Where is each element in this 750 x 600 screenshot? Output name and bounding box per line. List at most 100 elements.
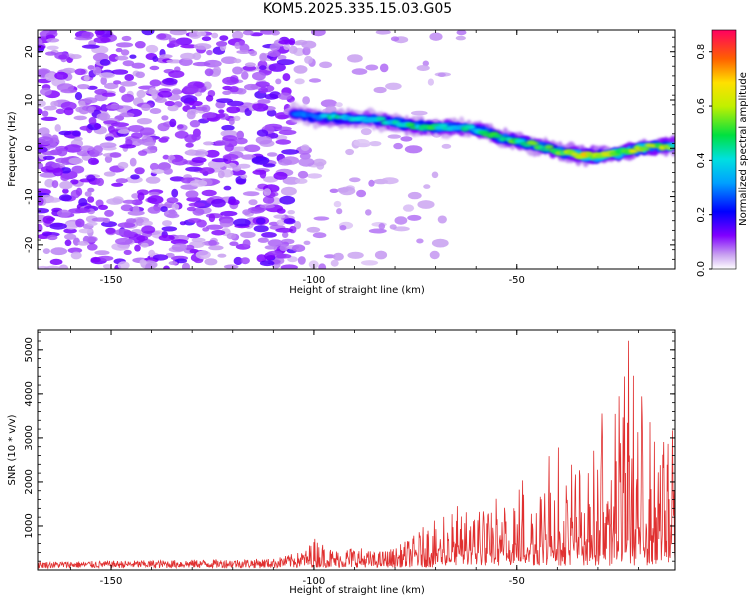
spectrogram-noise-blob: [369, 141, 382, 147]
spectrogram-noise-blob: [298, 157, 315, 167]
spectrogram-noise-blob: [134, 244, 141, 252]
spectrogram-noise-blob: [437, 215, 447, 224]
spectrogram-noise-blob: [249, 50, 258, 57]
spectrogram-noise-blob: [259, 260, 275, 267]
spectrogram-noise-blob: [136, 118, 152, 125]
spectrogram-noise-blob: [66, 56, 73, 64]
spectrogram-noise-blob: [416, 238, 424, 244]
spectrogram-noise-blob: [195, 250, 211, 260]
spectrogram-noise-blob: [115, 178, 128, 184]
spectrogram-noise-blob: [111, 182, 124, 187]
spectrogram-noise-blob: [251, 156, 270, 165]
spectrogram-noise-blob: [217, 253, 227, 258]
spectrogram-noise-blob: [163, 265, 170, 269]
spectrogram-noise-blob: [417, 200, 435, 209]
spectrogram-noise-blob: [68, 157, 84, 165]
spectrogram-noise-blob: [192, 61, 211, 67]
spectrogram-noise-blob: [226, 232, 237, 240]
spectrogram-noise-blob: [278, 39, 295, 45]
spectrogram-noise-blob: [242, 191, 260, 197]
x-tick-label: -150: [100, 576, 123, 587]
spectrogram-noise-blob: [77, 84, 90, 90]
spectrogram-noise-blob: [148, 87, 157, 95]
spectrogram-noise-blob: [162, 154, 170, 160]
spectrogram-noise-blob: [60, 174, 70, 181]
spectrogram-noise-blob: [283, 218, 296, 225]
spectrogram-noise-blob: [151, 169, 165, 174]
spectrogram-noise-blob: [141, 30, 155, 36]
spectrogram-noise-blob: [44, 72, 58, 82]
spectrogram-noise-blob: [199, 167, 215, 175]
spectrogram-noise-blob: [236, 50, 252, 54]
spectrogram-noise-blob: [182, 84, 199, 94]
spectrogram-noise-blob: [38, 108, 43, 115]
spectrogram-noise-blob: [104, 209, 114, 217]
spectrogram-noise-blob: [385, 82, 402, 91]
spectrogram-noise-blob: [187, 218, 202, 223]
spectrogram-noise-blob: [40, 87, 52, 96]
spectrogram-noise-blob: [330, 259, 339, 267]
spectrogram-noise-blob: [54, 124, 61, 132]
spectrogram-noise-blob: [256, 129, 269, 137]
spectrogram-noise-blob: [402, 204, 415, 212]
spectrogram-noise-blob: [320, 99, 337, 108]
spectrogram-noise-blob: [360, 260, 379, 266]
spectrogram-noise-blob: [179, 58, 193, 66]
spectrogram-noise-blob: [152, 56, 159, 62]
spectrogram-noise-blob: [431, 171, 439, 179]
spectrogram-noise-blob: [266, 152, 278, 157]
spectrogram-noise-blob: [455, 35, 466, 41]
spectrogram-noise-blob: [212, 66, 222, 75]
spectrogram-noise-blob: [268, 221, 279, 226]
spectrogram-noise-blob: [87, 243, 98, 251]
spectrogram-noise-blob: [101, 92, 116, 97]
spectrogram-noise-blob: [38, 162, 44, 170]
spectrogram-noise-blob: [158, 234, 175, 242]
spectrogram-noise-blob: [63, 228, 77, 234]
spectrogram-noise-blob: [154, 97, 167, 103]
spectrogram-noise-blob: [336, 208, 343, 215]
spectrogram-noise-blob: [214, 61, 222, 66]
spectrogram-noise-blob: [49, 258, 63, 265]
spectrogram-noise-blob: [100, 76, 107, 86]
spectrogram-noise-blob: [347, 54, 363, 63]
spectrogram-noise-blob: [106, 198, 123, 205]
spectrogram-noise-blob: [281, 149, 299, 155]
spectrogram-noise-blob: [83, 75, 90, 82]
colorbar-tick-label: 0.2: [696, 207, 707, 223]
spectrogram-noise-blob: [208, 213, 216, 223]
spectrogram-signal-cell: [638, 146, 650, 151]
spectrogram-noise-blob: [177, 124, 184, 129]
spectrogram-noise-blob: [117, 222, 136, 228]
spectrogram-noise-blob: [264, 245, 277, 250]
spectrogram-noise-blob: [59, 194, 72, 202]
x-tick-label: -100: [303, 576, 326, 587]
spectrogram-noise-blob: [251, 207, 267, 212]
spectrogram-noise-blob: [280, 264, 298, 269]
spectrogram-signal-cell: [668, 143, 675, 148]
spectrogram-noise-blob: [267, 250, 283, 256]
x-tick-label: -100: [303, 275, 326, 286]
spectrogram-noise-blob: [277, 54, 287, 61]
spectrogram-noise-blob: [380, 177, 399, 185]
spectrogram-noise-blob: [349, 177, 361, 183]
spectrogram-noise-blob: [132, 205, 140, 215]
spectrogram-noise-blob: [56, 83, 74, 92]
spectrogram-noise-blob: [139, 127, 155, 136]
spectrogram-noise-blob: [164, 100, 175, 107]
spectrogram-ticks: -150 -100 -50 20 10 0 -10 -20: [24, 30, 675, 286]
spectrogram-noise-blob: [211, 32, 219, 39]
spectrogram-noise-blob: [368, 228, 387, 234]
spectrogram-noise-blob: [202, 112, 217, 119]
spectrogram-noise-blob: [83, 97, 98, 104]
spectrogram-noise-blob: [227, 100, 244, 107]
spectrogram-noise-blob: [279, 195, 296, 205]
spectrogram-noise-blob: [186, 206, 196, 212]
spectrogram-noise-blob: [143, 141, 156, 147]
spectrogram-noise-blob: [75, 218, 85, 228]
spectrogram-noise-blob: [319, 61, 333, 69]
spectrogram-noise-blob: [222, 153, 239, 161]
spectrogram-noise-blob: [311, 30, 326, 37]
spectrogram-noise-blob: [78, 228, 94, 234]
